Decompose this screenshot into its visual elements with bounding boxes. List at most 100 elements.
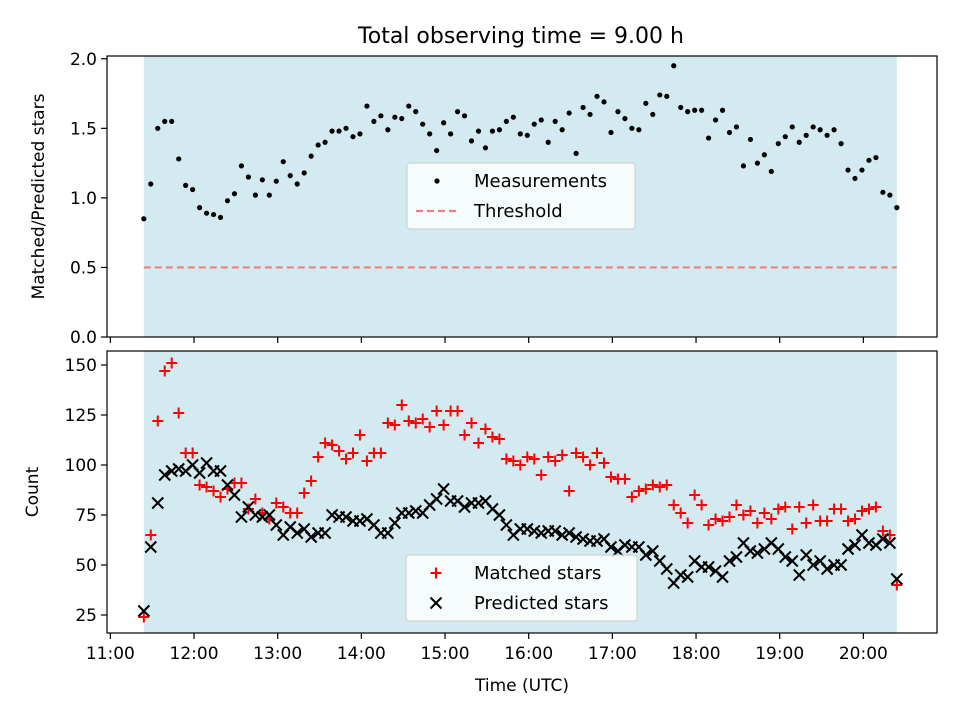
bottom-y-axis-label: Count xyxy=(23,466,43,517)
measurement-point xyxy=(461,113,468,119)
matched-star-point xyxy=(410,417,422,429)
bottom-y-axis: 25 50 75 100 125 150 xyxy=(65,356,107,626)
matched-legend-marker xyxy=(430,567,442,579)
measurement-point xyxy=(747,136,754,143)
matched-star-point xyxy=(340,453,352,465)
matched-star-point xyxy=(626,491,638,503)
measurement-point xyxy=(273,178,279,184)
matched-star-point xyxy=(549,455,561,467)
matched-star-point xyxy=(242,503,254,515)
measurement-point xyxy=(266,192,272,198)
matched-star-point xyxy=(598,457,610,469)
matched-star-point xyxy=(201,481,213,493)
predicted-star-point xyxy=(458,500,471,514)
predicted-star-point xyxy=(660,562,673,576)
matched-star-point xyxy=(493,433,505,445)
matched-star-point xyxy=(863,503,875,515)
measurement-point xyxy=(740,163,747,169)
predicted-star-point xyxy=(165,464,178,478)
predicted-star-point xyxy=(172,462,185,476)
measurement-point xyxy=(608,129,614,136)
predicted-star-point xyxy=(702,560,715,574)
matched-star-point xyxy=(319,437,331,449)
measurements-legend-marker xyxy=(434,178,440,184)
measurement-point xyxy=(845,167,851,173)
matched-star-point xyxy=(710,513,722,525)
matched-star-point xyxy=(159,365,171,377)
matched-star-point xyxy=(528,453,540,465)
predicted-star-point xyxy=(256,510,269,524)
predicted-star-point xyxy=(472,496,485,510)
predicted-star-point xyxy=(730,550,743,564)
predicted-stars-points xyxy=(137,456,904,618)
matched-star-point xyxy=(396,399,408,411)
predicted-star-point xyxy=(304,530,318,544)
x-axis-label: Time (UTC) xyxy=(474,676,569,696)
matched-star-point xyxy=(891,579,903,591)
measurement-point xyxy=(364,103,370,109)
measurement-point xyxy=(413,109,419,115)
matched-star-point xyxy=(703,519,715,531)
measurement-point xyxy=(190,186,196,193)
matched-star-point xyxy=(277,501,289,513)
measurement-point xyxy=(259,177,265,183)
matched-star-point xyxy=(724,511,735,523)
predicted-star-point xyxy=(388,516,402,530)
measurement-point xyxy=(733,124,740,130)
matched-star-point xyxy=(298,487,310,499)
matched-star-point xyxy=(514,459,526,471)
predicted-star-point xyxy=(674,568,687,582)
matched-star-point xyxy=(500,453,512,465)
measurement-point xyxy=(894,205,900,211)
predicted-star-point xyxy=(576,532,590,546)
measurement-point xyxy=(252,192,258,198)
predicted-star-point xyxy=(604,540,618,554)
predicted-star-point xyxy=(291,526,304,540)
measurement-point xyxy=(315,142,321,148)
measurement-point xyxy=(887,192,893,198)
matched-star-point xyxy=(717,515,729,527)
matched-star-point xyxy=(312,451,324,463)
matched-star-point xyxy=(361,455,373,467)
predicted-star-point xyxy=(751,546,764,560)
measurement-point xyxy=(357,131,363,137)
matched-star-point xyxy=(291,507,303,519)
measurement-point xyxy=(559,127,565,133)
measurement-point xyxy=(496,127,503,133)
matched-star-point xyxy=(438,419,450,431)
x-tick-label: 14:00 xyxy=(337,644,386,664)
measurement-point xyxy=(671,63,677,69)
predicted-star-point xyxy=(528,524,541,538)
measurement-point xyxy=(371,118,377,124)
measurement-point xyxy=(155,125,161,131)
measurement-point xyxy=(629,125,635,131)
measurement-point xyxy=(531,121,537,127)
predicted-star-point xyxy=(834,558,848,572)
bottom-y-tick-label: 100 xyxy=(65,456,97,476)
measurement-point xyxy=(524,132,530,138)
predicted-star-point xyxy=(249,508,262,522)
predicted-star-point xyxy=(402,506,415,520)
measurement-point xyxy=(196,205,203,211)
measurement-point xyxy=(587,111,593,118)
matched-star-point xyxy=(800,517,812,529)
measurement-point xyxy=(231,191,238,197)
matched-star-point xyxy=(835,503,847,515)
matched-star-point xyxy=(235,477,247,489)
matched-legend-glyph xyxy=(430,567,442,579)
measurement-point xyxy=(657,92,663,98)
measurement-point xyxy=(245,174,252,180)
matched-star-point xyxy=(786,523,798,535)
predicted-star-point xyxy=(235,510,248,524)
predicted-star-point xyxy=(876,532,890,546)
predicted-star-point xyxy=(590,534,604,548)
matched-star-point xyxy=(326,439,338,451)
matched-star-point xyxy=(758,507,770,519)
predicted-star-point xyxy=(618,538,632,552)
measurement-point xyxy=(685,109,691,115)
predicted-star-point xyxy=(841,542,855,556)
matched-star-point xyxy=(633,485,645,497)
measurement-point xyxy=(838,141,844,147)
measurement-point xyxy=(399,115,405,122)
measurement-point xyxy=(664,93,670,99)
